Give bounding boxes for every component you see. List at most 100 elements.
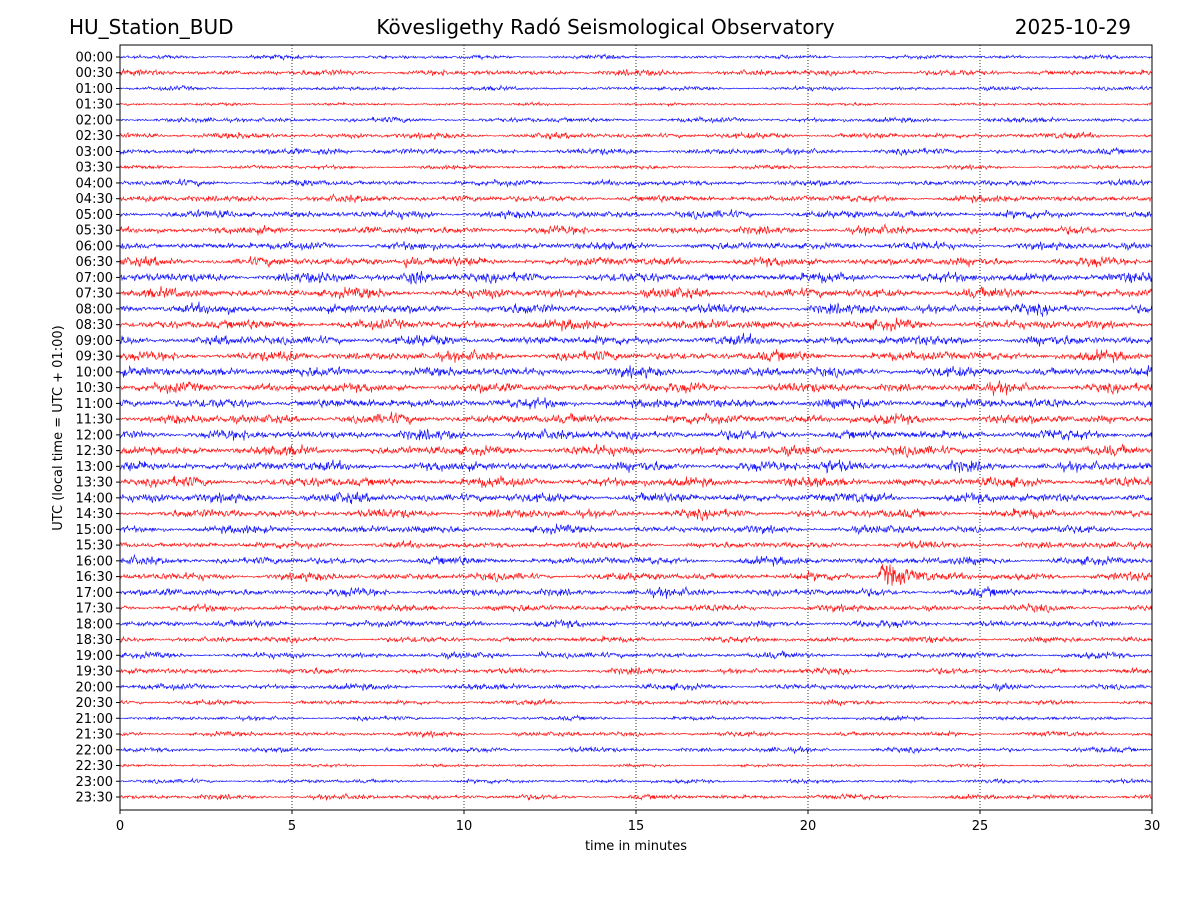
trace-0130: [119, 101, 1153, 108]
y-axis-ticks: 00:0000:3001:0001:3002:0002:3003:0003:30…: [76, 51, 120, 806]
trace-1000: [119, 365, 1153, 379]
trace-0330: [119, 163, 1153, 171]
x-tick-label: 25: [972, 819, 989, 834]
y-tick-label: 00:00: [76, 51, 113, 66]
y-tick-label: 04:00: [76, 176, 113, 191]
y-tick-label: 15:00: [76, 523, 113, 538]
trace-0100: [119, 84, 1153, 92]
y-tick-label: 07:00: [76, 271, 113, 286]
x-tick-label: 10: [456, 819, 473, 834]
trace-2100: [119, 714, 1153, 723]
trace-0230: [119, 131, 1153, 141]
traces: [119, 53, 1153, 801]
trace-2130: [119, 729, 1153, 739]
y-tick-label: 09:00: [76, 334, 113, 349]
y-tick-label: 02:00: [76, 113, 113, 128]
y-tick-label: 22:00: [76, 743, 113, 758]
trace-0500: [119, 208, 1153, 221]
y-tick-label: 18:30: [76, 633, 113, 648]
trace-0630: [119, 255, 1153, 269]
y-tick-label: 23:00: [76, 775, 113, 790]
y-tick-label: 23:30: [76, 791, 113, 806]
trace-1800: [119, 618, 1153, 629]
trace-1430: [119, 507, 1153, 521]
trace-1130: [119, 411, 1153, 426]
y-tick-label: 08:30: [76, 318, 113, 333]
trace-0930: [119, 348, 1153, 364]
y-tick-label: 02:30: [76, 129, 113, 144]
y-tick-label: 15:30: [76, 539, 113, 554]
y-tick-label: 22:30: [76, 759, 113, 774]
trace-2230: [119, 762, 1153, 769]
y-axis-label: UTC (local time = UTC + 01:00): [51, 325, 66, 530]
y-tick-label: 08:00: [76, 302, 113, 317]
y-tick-label: 04:30: [76, 192, 113, 207]
station-title: HU_Station_BUD: [69, 15, 234, 39]
y-tick-label: 10:00: [76, 365, 113, 380]
y-tick-label: 14:30: [76, 507, 113, 522]
y-tick-label: 05:00: [76, 208, 113, 223]
y-tick-label: 01:30: [76, 98, 113, 113]
trace-1100: [119, 396, 1153, 410]
x-tick-label: 5: [288, 819, 296, 834]
y-tick-label: 11:00: [76, 397, 113, 412]
date-title: 2025-10-29: [1014, 15, 1131, 39]
x-tick-label: 20: [800, 819, 817, 834]
trace-1230: [119, 443, 1153, 459]
trace-1500: [119, 523, 1153, 536]
trace-0700: [119, 270, 1153, 285]
trace-1700: [119, 585, 1153, 599]
trace-1200: [119, 428, 1153, 441]
trace-0030: [119, 68, 1153, 78]
y-tick-label: 20:00: [76, 680, 113, 695]
trace-2000: [119, 682, 1153, 693]
trace-1730: [119, 603, 1153, 614]
y-tick-label: 18:00: [76, 617, 113, 632]
trace-1300: [119, 459, 1153, 474]
trace-0600: [119, 240, 1153, 252]
y-tick-label: 09:30: [76, 350, 113, 365]
trace-1330: [119, 475, 1153, 489]
trace-1830: [119, 634, 1153, 645]
trace-0900: [119, 332, 1153, 347]
trace-1030: [119, 380, 1153, 396]
y-tick-label: 03:00: [76, 145, 113, 160]
trace-0830: [119, 317, 1153, 333]
trace-0200: [119, 115, 1153, 124]
observatory-title: Kövesligethy Radó Seismological Observat…: [376, 15, 835, 39]
y-tick-label: 06:30: [76, 255, 113, 270]
y-tick-label: 12:30: [76, 444, 113, 459]
trace-2200: [119, 745, 1153, 755]
x-tick-label: 0: [116, 819, 124, 834]
x-axis-label: time in minutes: [585, 839, 687, 854]
y-tick-label: 17:30: [76, 602, 113, 617]
y-tick-label: 10:30: [76, 381, 113, 396]
y-tick-label: 14:00: [76, 491, 113, 506]
trace-2030: [119, 697, 1153, 707]
x-tick-label: 15: [628, 819, 645, 834]
y-tick-label: 16:30: [76, 570, 113, 585]
y-tick-label: 05:30: [76, 224, 113, 239]
trace-0300: [119, 147, 1153, 156]
trace-0800: [119, 301, 1153, 317]
y-tick-label: 13:00: [76, 460, 113, 475]
x-axis-ticks: 0 5 10 15 20 25 30: [116, 810, 1160, 834]
y-tick-label: 20:30: [76, 696, 113, 711]
y-tick-label: 21:30: [76, 728, 113, 743]
trace-0430: [119, 193, 1153, 204]
x-tick-label: 30: [1144, 819, 1161, 834]
y-tick-label: 00:30: [76, 66, 113, 81]
y-tick-label: 12:00: [76, 428, 113, 443]
trace-1930: [119, 666, 1153, 676]
trace-1400: [119, 491, 1153, 505]
y-tick-label: 07:30: [76, 287, 113, 302]
grid-lines: [291, 45, 981, 810]
trace-2300: [119, 777, 1153, 785]
trace-1630: [119, 564, 1153, 586]
y-tick-label: 16:00: [76, 554, 113, 569]
y-tick-label: 11:30: [76, 413, 113, 428]
y-tick-label: 06:00: [76, 239, 113, 254]
y-tick-label: 21:00: [76, 712, 113, 727]
y-tick-label: 19:00: [76, 649, 113, 664]
